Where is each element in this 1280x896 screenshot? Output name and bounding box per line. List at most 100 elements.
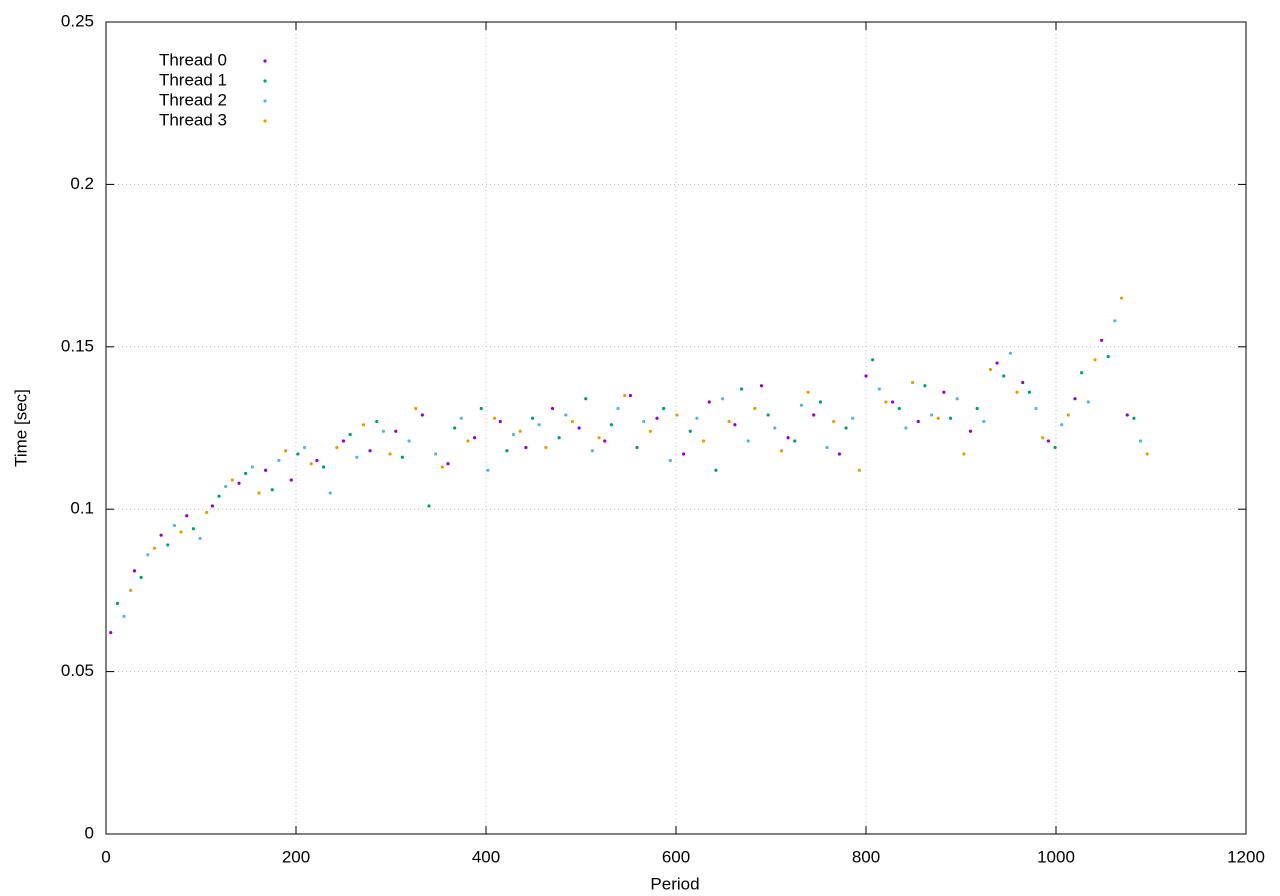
data-point (537, 423, 541, 427)
y-tick-label: 0.25 (61, 11, 94, 30)
data-point (400, 455, 404, 459)
data-point (948, 416, 953, 420)
data-point (315, 458, 319, 463)
data-point (818, 400, 823, 404)
data-point (179, 530, 183, 534)
data-point (210, 504, 214, 508)
data-point (1145, 452, 1149, 456)
data-point (453, 426, 457, 430)
data-point (577, 426, 581, 430)
data-point (642, 419, 646, 424)
x-tick-label: 200 (282, 847, 310, 866)
data-point (479, 406, 483, 411)
data-point (975, 406, 979, 411)
data-point (172, 523, 176, 528)
data-point (518, 429, 522, 433)
data-point (695, 416, 699, 420)
data-point (122, 614, 126, 618)
legend-marker (263, 119, 267, 123)
data-point (237, 481, 241, 485)
data-point (916, 419, 920, 424)
data-point (837, 452, 842, 456)
data-point (348, 432, 352, 437)
data-point (414, 406, 418, 411)
data-point (655, 416, 659, 420)
data-point (793, 439, 797, 443)
data-point (283, 449, 288, 453)
data-point (727, 419, 731, 424)
data-point (682, 452, 686, 456)
data-point (628, 393, 633, 398)
data-point (1086, 400, 1090, 404)
data-point (1119, 296, 1124, 300)
data-point (250, 465, 254, 469)
legend-marker (263, 79, 267, 83)
data-point (381, 429, 385, 433)
data-point (623, 393, 627, 398)
data-point (498, 419, 502, 424)
y-tick-label: 0.1 (70, 499, 94, 518)
data-point (648, 429, 652, 433)
data-point (198, 536, 202, 541)
data-point (244, 471, 248, 476)
data-point (159, 533, 163, 537)
legend-label: Thread 2 (159, 90, 227, 109)
data-point (132, 569, 137, 573)
data-point (844, 426, 848, 430)
data-point (1132, 416, 1136, 420)
data-point (1073, 397, 1077, 401)
data-point (257, 491, 261, 495)
data-point (1008, 351, 1013, 355)
data-point (897, 406, 901, 411)
data-point (825, 445, 829, 450)
data-point (923, 384, 927, 388)
data-point (1100, 338, 1104, 342)
data-point (152, 546, 157, 550)
data-point (904, 426, 908, 430)
y-tick-label: 0 (85, 823, 94, 842)
plot-frame (105, 21, 1247, 835)
data-point (1066, 413, 1070, 417)
data-point (146, 553, 150, 557)
data-point (773, 426, 777, 430)
data-point (115, 601, 119, 605)
legend-label: Thread 1 (159, 70, 227, 89)
data-point (264, 468, 268, 472)
data-point (473, 436, 477, 440)
data-point (270, 488, 274, 492)
data-point (557, 436, 561, 440)
data-point (714, 468, 718, 472)
data-point (609, 423, 614, 427)
data-point (877, 387, 881, 391)
data-point (929, 413, 934, 417)
data-point (962, 452, 966, 456)
data-point (1021, 380, 1025, 385)
data-point (806, 390, 810, 394)
data-point (884, 400, 888, 404)
data-point (289, 478, 293, 482)
data-point (230, 478, 234, 482)
data-point (871, 358, 875, 362)
data-point (701, 439, 706, 443)
data-point (394, 429, 398, 433)
data-point (420, 413, 424, 417)
data-point (109, 631, 113, 635)
data-point (1053, 445, 1057, 450)
data-point (942, 390, 946, 394)
data-point (857, 468, 861, 472)
data-point (707, 400, 711, 404)
data-point (544, 445, 548, 450)
data-point (968, 429, 973, 433)
data-point (1106, 354, 1110, 359)
x-tick-label: 600 (662, 847, 690, 866)
data-point (1041, 436, 1045, 440)
data-point (1015, 390, 1019, 394)
data-point (597, 436, 601, 440)
data-point (995, 361, 999, 365)
data-point (459, 416, 463, 420)
data-point (550, 406, 555, 411)
data-point (530, 416, 535, 420)
data-point (446, 462, 450, 466)
data-point (786, 436, 790, 440)
data-point (328, 491, 332, 495)
